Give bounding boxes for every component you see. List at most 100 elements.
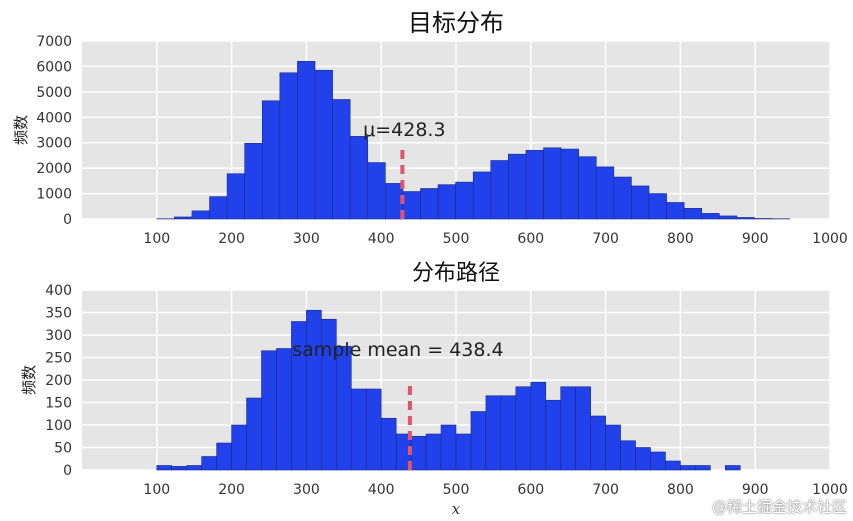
- x-tick-label: 500: [443, 231, 470, 247]
- watermark: @稀土掘金技术社区: [711, 498, 847, 516]
- y-tick-label: 5000: [36, 85, 72, 101]
- histogram-bar: [174, 216, 193, 220]
- y-tick-label: 400: [45, 283, 72, 299]
- histogram-bar: [578, 156, 597, 220]
- x-tick-label: 700: [592, 231, 619, 247]
- histogram-bars: [156, 61, 790, 220]
- y-tick-label: 3000: [36, 136, 72, 152]
- histogram-bar: [279, 72, 298, 220]
- histogram-bar: [650, 451, 666, 471]
- y-tick-label: 100: [45, 418, 72, 434]
- histogram-bar: [314, 69, 333, 220]
- histogram-bar: [306, 309, 322, 471]
- histogram-bar: [545, 399, 562, 471]
- histogram-bar: [605, 424, 621, 471]
- histogram-bar: [613, 176, 632, 220]
- histogram-bar: [648, 193, 667, 220]
- histogram-bar: [485, 395, 502, 471]
- histogram-bar: [590, 415, 606, 471]
- histogram-bar: [201, 456, 217, 471]
- histogram-bar: [276, 348, 292, 471]
- x-tick-label: 600: [517, 231, 544, 247]
- histogram-bar: [420, 188, 439, 220]
- target-distribution-plot: μ=428.3 目标分布 频数 100 200 300 400 500 600 700 800…: [12, 9, 848, 247]
- x-tick-label: 200: [218, 231, 245, 247]
- histogram-bar: [332, 99, 351, 220]
- histogram-bar: [209, 196, 228, 220]
- histogram-bar: [575, 386, 591, 471]
- histogram-bar: [680, 465, 696, 471]
- histogram-bar: [530, 381, 547, 471]
- x-tick-label: 100: [143, 231, 170, 247]
- x-tick-label: 1000: [812, 482, 848, 498]
- x-tick-labels: 100 200 300 400 500 600 700 800 900 1000: [143, 482, 847, 498]
- histogram-bar: [635, 447, 651, 471]
- histogram-bar: [665, 460, 681, 471]
- y-tick-label: 0: [63, 463, 72, 479]
- histogram-bar: [410, 435, 427, 471]
- y-tick-label: 0: [63, 212, 72, 228]
- histogram-bar: [455, 181, 474, 220]
- histogram-bar: [500, 395, 517, 471]
- histogram-bar: [455, 433, 472, 471]
- histogram-bar: [191, 210, 210, 220]
- x-tick-label: 700: [592, 482, 619, 498]
- histogram-bar: [631, 185, 650, 220]
- histogram-bar: [437, 184, 456, 220]
- x-tick-label: 900: [742, 482, 769, 498]
- x-tick-label: 300: [293, 231, 320, 247]
- histogram-bar: [231, 424, 247, 471]
- y-tick-label: 2000: [36, 161, 72, 177]
- histogram-bar: [367, 162, 386, 220]
- chart-title: 目标分布: [408, 9, 504, 37]
- histogram-bars: [156, 309, 741, 471]
- histogram-bar: [216, 442, 232, 471]
- histogram-bar: [244, 142, 263, 220]
- chart-title: 分布路径: [412, 261, 500, 286]
- histogram-bar: [515, 386, 532, 471]
- x-tick-label: 400: [368, 231, 395, 247]
- histogram-bar: [525, 150, 544, 220]
- histogram-bar: [246, 397, 262, 471]
- x-tick-label: 200: [218, 482, 245, 498]
- y-tick-label: 250: [45, 351, 72, 367]
- histogram-bar: [365, 388, 382, 471]
- y-tick-labels: 0 1000 2000 3000 4000 5000 6000 7000: [36, 34, 72, 228]
- x-tick-label: 1000: [812, 231, 848, 247]
- histogram-bar: [701, 213, 720, 220]
- histogram-bar: [226, 173, 245, 220]
- histogram-bar: [380, 417, 397, 471]
- histogram-bar: [171, 466, 188, 471]
- histogram-bar: [385, 183, 404, 220]
- histogram-bar: [440, 424, 457, 471]
- histogram-bar: [261, 100, 281, 220]
- histogram-bar: [736, 217, 755, 220]
- histogram-bar: [425, 433, 442, 471]
- histogram-bar: [560, 148, 579, 220]
- histogram-bar: [472, 171, 492, 220]
- histogram-bar: [595, 166, 615, 220]
- histogram-bar: [666, 202, 685, 220]
- x-tick-label: 800: [667, 482, 694, 498]
- mean-label: sample mean = 438.4: [292, 339, 503, 361]
- x-tick-label: 900: [742, 231, 769, 247]
- histogram-bar: [402, 191, 421, 220]
- histogram-bar: [754, 218, 773, 220]
- x-tick-label: 300: [293, 482, 320, 498]
- y-tick-label: 1000: [36, 187, 72, 203]
- x-tick-labels: 100 200 300 400 500 600 700 800 900 1000: [143, 231, 847, 247]
- y-axis-label: 频数: [20, 365, 38, 395]
- y-tick-label: 6000: [36, 59, 72, 75]
- y-tick-label: 50: [54, 441, 72, 457]
- y-tick-label: 4000: [36, 110, 72, 126]
- histogram-bar: [336, 345, 352, 471]
- histogram-bar: [261, 350, 277, 471]
- histogram-bar: [297, 61, 316, 220]
- histogram-bar: [350, 388, 367, 471]
- histogram-bar: [508, 153, 527, 220]
- y-tick-labels: 0 50 100 150 200 250 300 350 400: [45, 283, 72, 479]
- x-tick-label: 400: [368, 482, 395, 498]
- mean-label: μ=428.3: [363, 119, 445, 141]
- x-tick-label: 800: [667, 231, 694, 247]
